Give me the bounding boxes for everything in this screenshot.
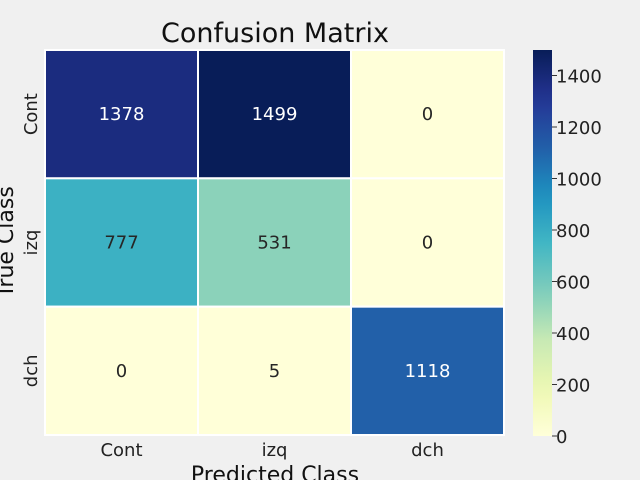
heatmap-cells: 1378 1499 0 777 531 0 0 5 1118	[44, 49, 505, 436]
colorbar	[533, 50, 552, 436]
cell-value-label: 0	[422, 233, 433, 254]
cell-value-label: 777	[104, 233, 138, 254]
heatmap-cell	[44, 305, 199, 436]
heatmap-cell	[350, 305, 505, 436]
cell-value-label: 1118	[405, 361, 451, 382]
heatmap-cell	[350, 49, 505, 180]
heatmap-cell	[197, 49, 352, 180]
cell-value-label: 1499	[252, 104, 298, 125]
cell-value-label: 5	[269, 361, 280, 382]
colorbar-tick-label: 200	[556, 375, 590, 396]
heatmap-cell	[44, 177, 199, 308]
x-tick-label: dch	[411, 440, 444, 461]
chart-title: Confusion Matrix	[161, 18, 389, 49]
x-axis-ticks: Cont izq dch	[100, 440, 443, 461]
y-tick-label: Cont	[21, 93, 42, 135]
x-axis-label: Predicted Class	[191, 463, 359, 480]
colorbar-tick-label: 1400	[556, 66, 602, 87]
colorbar-tick-label: 800	[556, 221, 590, 242]
x-tick-label: izq	[262, 440, 288, 461]
cell-value-label: 0	[422, 104, 433, 125]
heatmap-cell	[350, 177, 505, 308]
cell-value-label: 0	[116, 361, 127, 382]
y-tick-label: dch	[21, 354, 42, 387]
cell-value-label: 1378	[99, 104, 145, 125]
colorbar-tick-label: 0	[556, 427, 567, 448]
y-tick-label: izq	[21, 230, 42, 256]
colorbar-ticks: 0 200 400 600 800 1000 1200 1400	[552, 66, 602, 448]
colorbar-tick-label: 600	[556, 272, 590, 293]
y-axis-ticks: Cont izq dch	[21, 93, 42, 387]
colorbar-tick-label: 400	[556, 324, 590, 345]
y-axis-label: True Class	[0, 186, 19, 299]
heatmap-cell	[197, 305, 352, 436]
cell-value-label: 531	[257, 233, 291, 254]
colorbar-tick-label: 1200	[556, 118, 602, 139]
colorbar-tick-label: 1000	[556, 169, 602, 190]
heatmap-cell	[44, 49, 199, 180]
x-tick-label: Cont	[100, 440, 142, 461]
